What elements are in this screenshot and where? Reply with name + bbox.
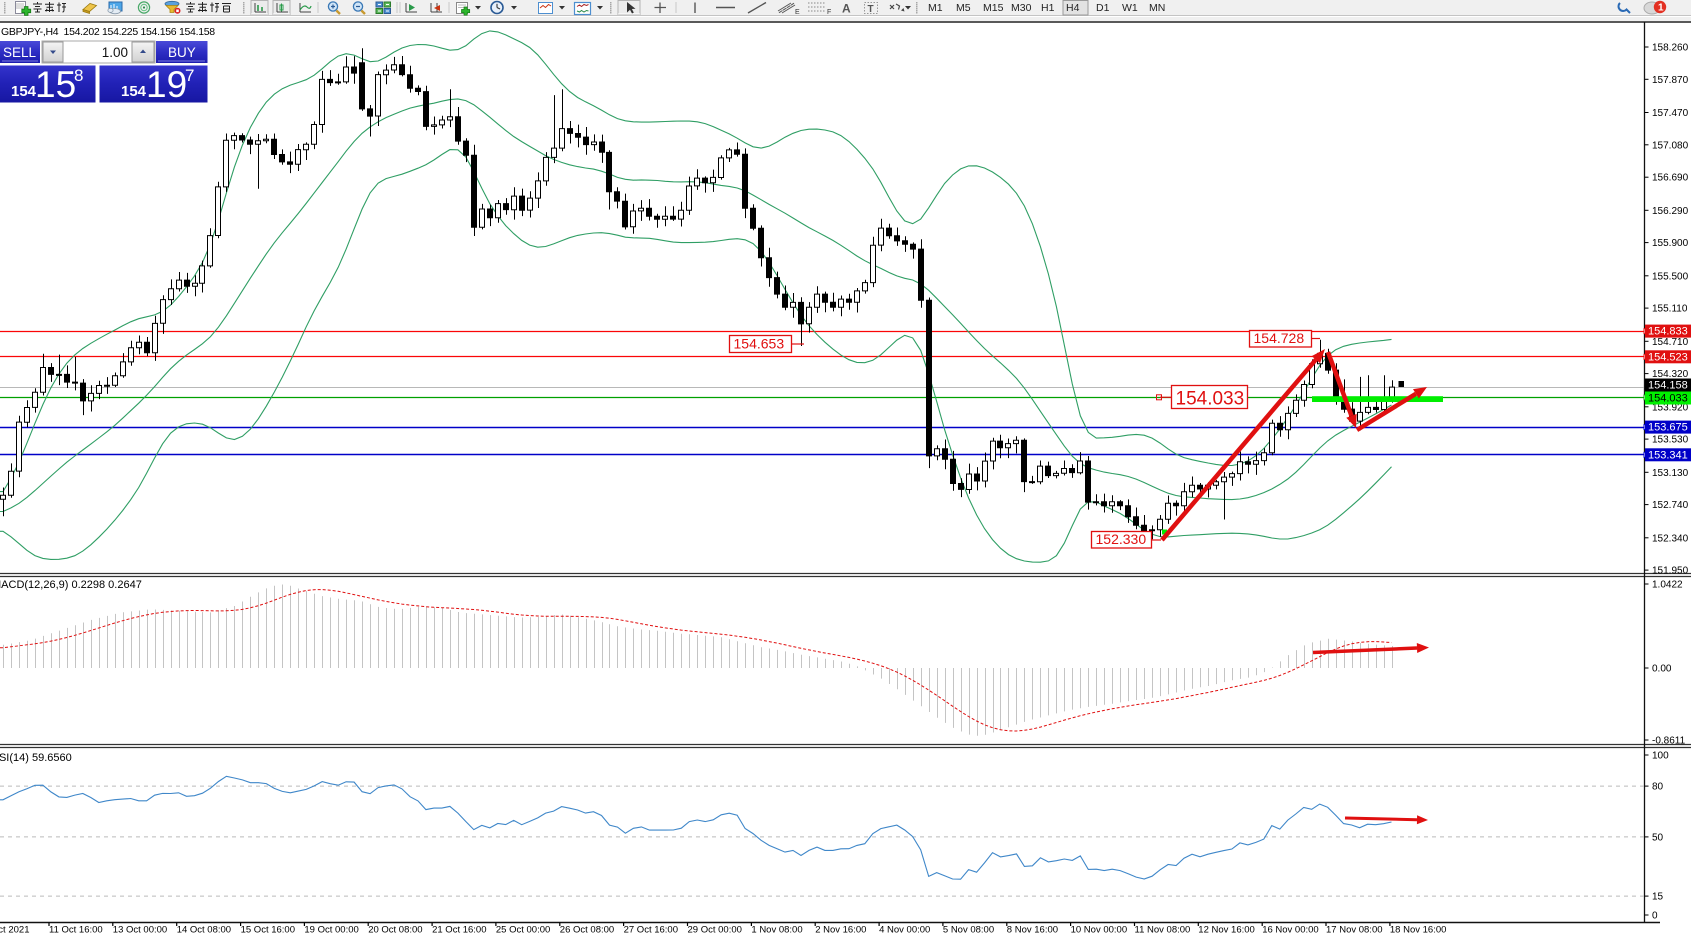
svg-text:-0.8611: -0.8611 [1652,736,1686,747]
svg-text:19 Oct 00:00: 19 Oct 00:00 [304,925,358,936]
svg-text:154.653: 154.653 [734,336,785,352]
svg-text:11 Oct 16:00: 11 Oct 16:00 [49,925,103,936]
svg-text:A: A [842,2,851,16]
svg-text:1 Nov 08:00: 1 Nov 08:00 [751,925,802,936]
svg-text:154: 154 [121,83,147,100]
svg-text:29 Oct 00:00: 29 Oct 00:00 [688,925,742,936]
svg-text:SELL: SELL [3,45,37,60]
svg-text:21 Oct 16:00: 21 Oct 16:00 [432,925,486,936]
svg-text:T: T [868,4,874,15]
svg-text:1.00: 1.00 [102,45,128,60]
svg-text:155.900: 155.900 [1652,238,1689,249]
svg-text:152.740: 152.740 [1652,500,1689,511]
svg-text:50: 50 [1652,832,1664,843]
svg-text:7: 7 [185,66,194,85]
svg-text:14 Oct 08:00: 14 Oct 08:00 [177,925,231,936]
svg-text:154.710: 154.710 [1652,337,1689,348]
svg-text:MACD(12,26,9) 0.2298 0.2647: MACD(12,26,9) 0.2298 0.2647 [0,579,142,591]
svg-text:BUY: BUY [168,45,196,60]
svg-text:152.330: 152.330 [1096,531,1147,547]
svg-text:GBPJPY-,H4 154.202 154.225 15: GBPJPY-,H4 154.202 154.225 154.156 154.1… [1,26,215,38]
svg-text:M5: M5 [956,2,971,14]
svg-text:156.290: 156.290 [1652,206,1689,217]
svg-text:4 Nov 00:00: 4 Nov 00:00 [879,925,930,936]
svg-text:26 Oct 08:00: 26 Oct 08:00 [560,925,614,936]
svg-text:8 Nov 16:00: 8 Nov 16:00 [1007,925,1058,936]
svg-text:2 Nov 16:00: 2 Nov 16:00 [815,925,866,936]
svg-text:27 Oct 16:00: 27 Oct 16:00 [624,925,678,936]
svg-text:100: 100 [1652,751,1669,762]
svg-text:20 Oct 08:00: 20 Oct 08:00 [368,925,422,936]
svg-text:157.470: 157.470 [1652,108,1689,119]
svg-text:H4: H4 [1066,2,1080,14]
svg-text:153.130: 153.130 [1652,468,1689,479]
svg-text:158.260: 158.260 [1652,43,1689,54]
svg-text:W1: W1 [1122,2,1138,14]
svg-text:154.033: 154.033 [1648,393,1688,405]
svg-text:5 Nov 08:00: 5 Nov 08:00 [943,925,994,936]
svg-text:15: 15 [1652,892,1664,903]
svg-text:M15: M15 [983,2,1004,14]
svg-text:10 Nov 00:00: 10 Nov 00:00 [1071,925,1128,936]
svg-text:F: F [827,9,831,16]
svg-text:M1: M1 [928,2,943,14]
svg-text:151.950: 151.950 [1652,566,1689,577]
svg-text:156.690: 156.690 [1652,173,1689,184]
svg-text:15: 15 [35,64,76,105]
svg-text:25 Oct 00:00: 25 Oct 00:00 [496,925,550,936]
svg-text:154.158: 154.158 [1648,380,1688,392]
svg-text:155.500: 155.500 [1652,271,1689,282]
svg-text:153.341: 153.341 [1648,449,1688,461]
svg-text:15 Oct 16:00: 15 Oct 16:00 [241,925,295,936]
svg-text:17 Nov 08:00: 17 Nov 08:00 [1326,925,1383,936]
svg-text:153.675: 153.675 [1648,422,1688,434]
svg-text:D1: D1 [1096,2,1110,14]
svg-text:0: 0 [1652,911,1658,922]
svg-text:153.530: 153.530 [1652,435,1689,446]
svg-text:H1: H1 [1041,2,1055,14]
svg-text:1: 1 [1658,3,1664,14]
svg-text:154.320: 154.320 [1652,369,1689,380]
svg-text:M30: M30 [1011,2,1032,14]
svg-text:152.340: 152.340 [1652,533,1689,544]
svg-text:154.033: 154.033 [1176,389,1245,410]
svg-text:154.833: 154.833 [1648,326,1688,338]
svg-text:157.080: 157.080 [1652,140,1689,151]
svg-text:8: 8 [74,66,83,85]
svg-text:154: 154 [11,83,37,100]
svg-text:153.920: 153.920 [1652,402,1689,413]
svg-text:19: 19 [146,64,187,105]
svg-text:18 Nov 16:00: 18 Nov 16:00 [1390,925,1447,936]
svg-text:12 Nov 16:00: 12 Nov 16:00 [1198,925,1255,936]
svg-text:80: 80 [1652,782,1664,793]
svg-text:MN: MN [1149,2,1165,14]
svg-text:154.728: 154.728 [1254,330,1305,346]
svg-text:154.523: 154.523 [1648,351,1688,363]
svg-text:0.00: 0.00 [1652,664,1672,675]
svg-text:157.870: 157.870 [1652,75,1689,86]
svg-text:16 Nov 00:00: 16 Nov 00:00 [1262,925,1319,936]
svg-text:13 Oct 00:00: 13 Oct 00:00 [113,925,167,936]
svg-text:8 Oct 2021: 8 Oct 2021 [0,925,29,936]
svg-text:1.0422: 1.0422 [1652,580,1683,591]
svg-text:155.110: 155.110 [1652,304,1688,315]
svg-text:E: E [795,9,800,16]
svg-text:11 Nov 08:00: 11 Nov 08:00 [1135,925,1191,936]
svg-text:RSI(14) 59.6560: RSI(14) 59.6560 [0,752,72,764]
